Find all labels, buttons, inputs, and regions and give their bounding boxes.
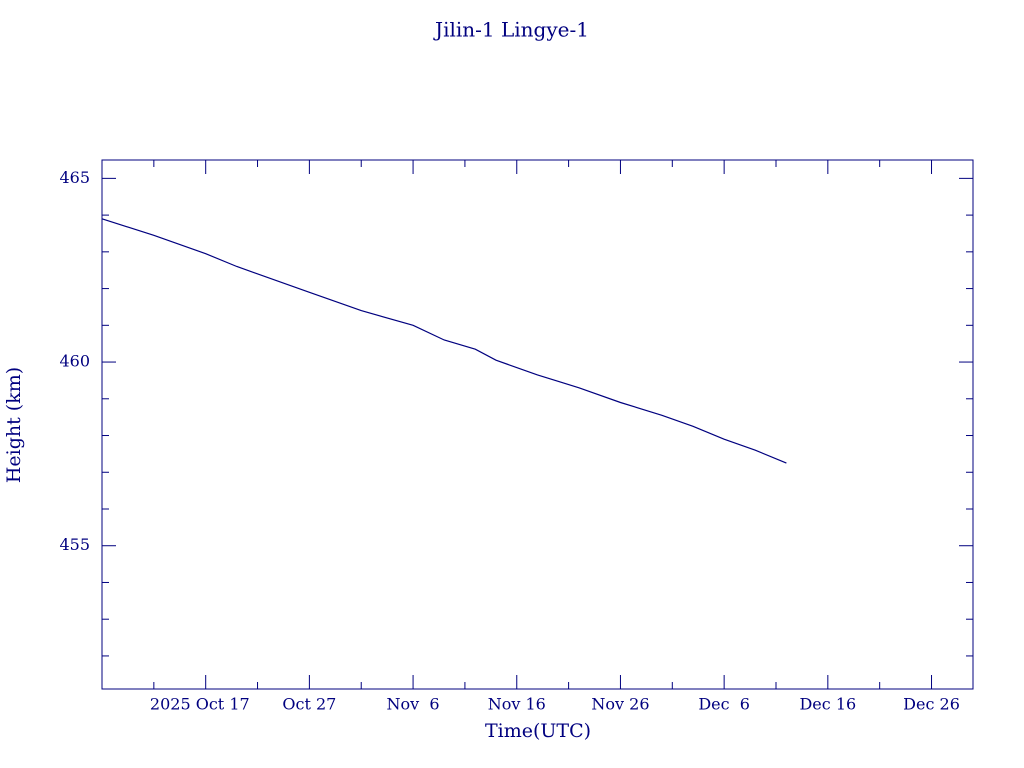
x-tick-label: Dec 26 (903, 695, 960, 714)
x-tick-label: Nov 6 (387, 695, 440, 714)
y-tick-label: 460 (59, 352, 90, 371)
x-tick-label: Oct 27 (282, 695, 336, 714)
x-tick-label: Nov 16 (488, 695, 546, 714)
x-tick-label: Nov 26 (591, 695, 649, 714)
plot-frame (101, 159, 974, 690)
x-tick-label: Dec 6 (698, 695, 750, 714)
y-axis-label: Height (km) (3, 367, 25, 483)
x-axis-label: Time(UTC) (485, 720, 591, 742)
y-tick-label: 455 (59, 535, 90, 554)
x-tick-label: 2025 Oct 17 (150, 695, 250, 714)
y-tick-label: 465 (59, 168, 90, 187)
data-line (101, 218, 787, 464)
x-tick-label: Dec 16 (799, 695, 856, 714)
chart-title: Jilin-1 Lingye-1 (433, 18, 589, 42)
